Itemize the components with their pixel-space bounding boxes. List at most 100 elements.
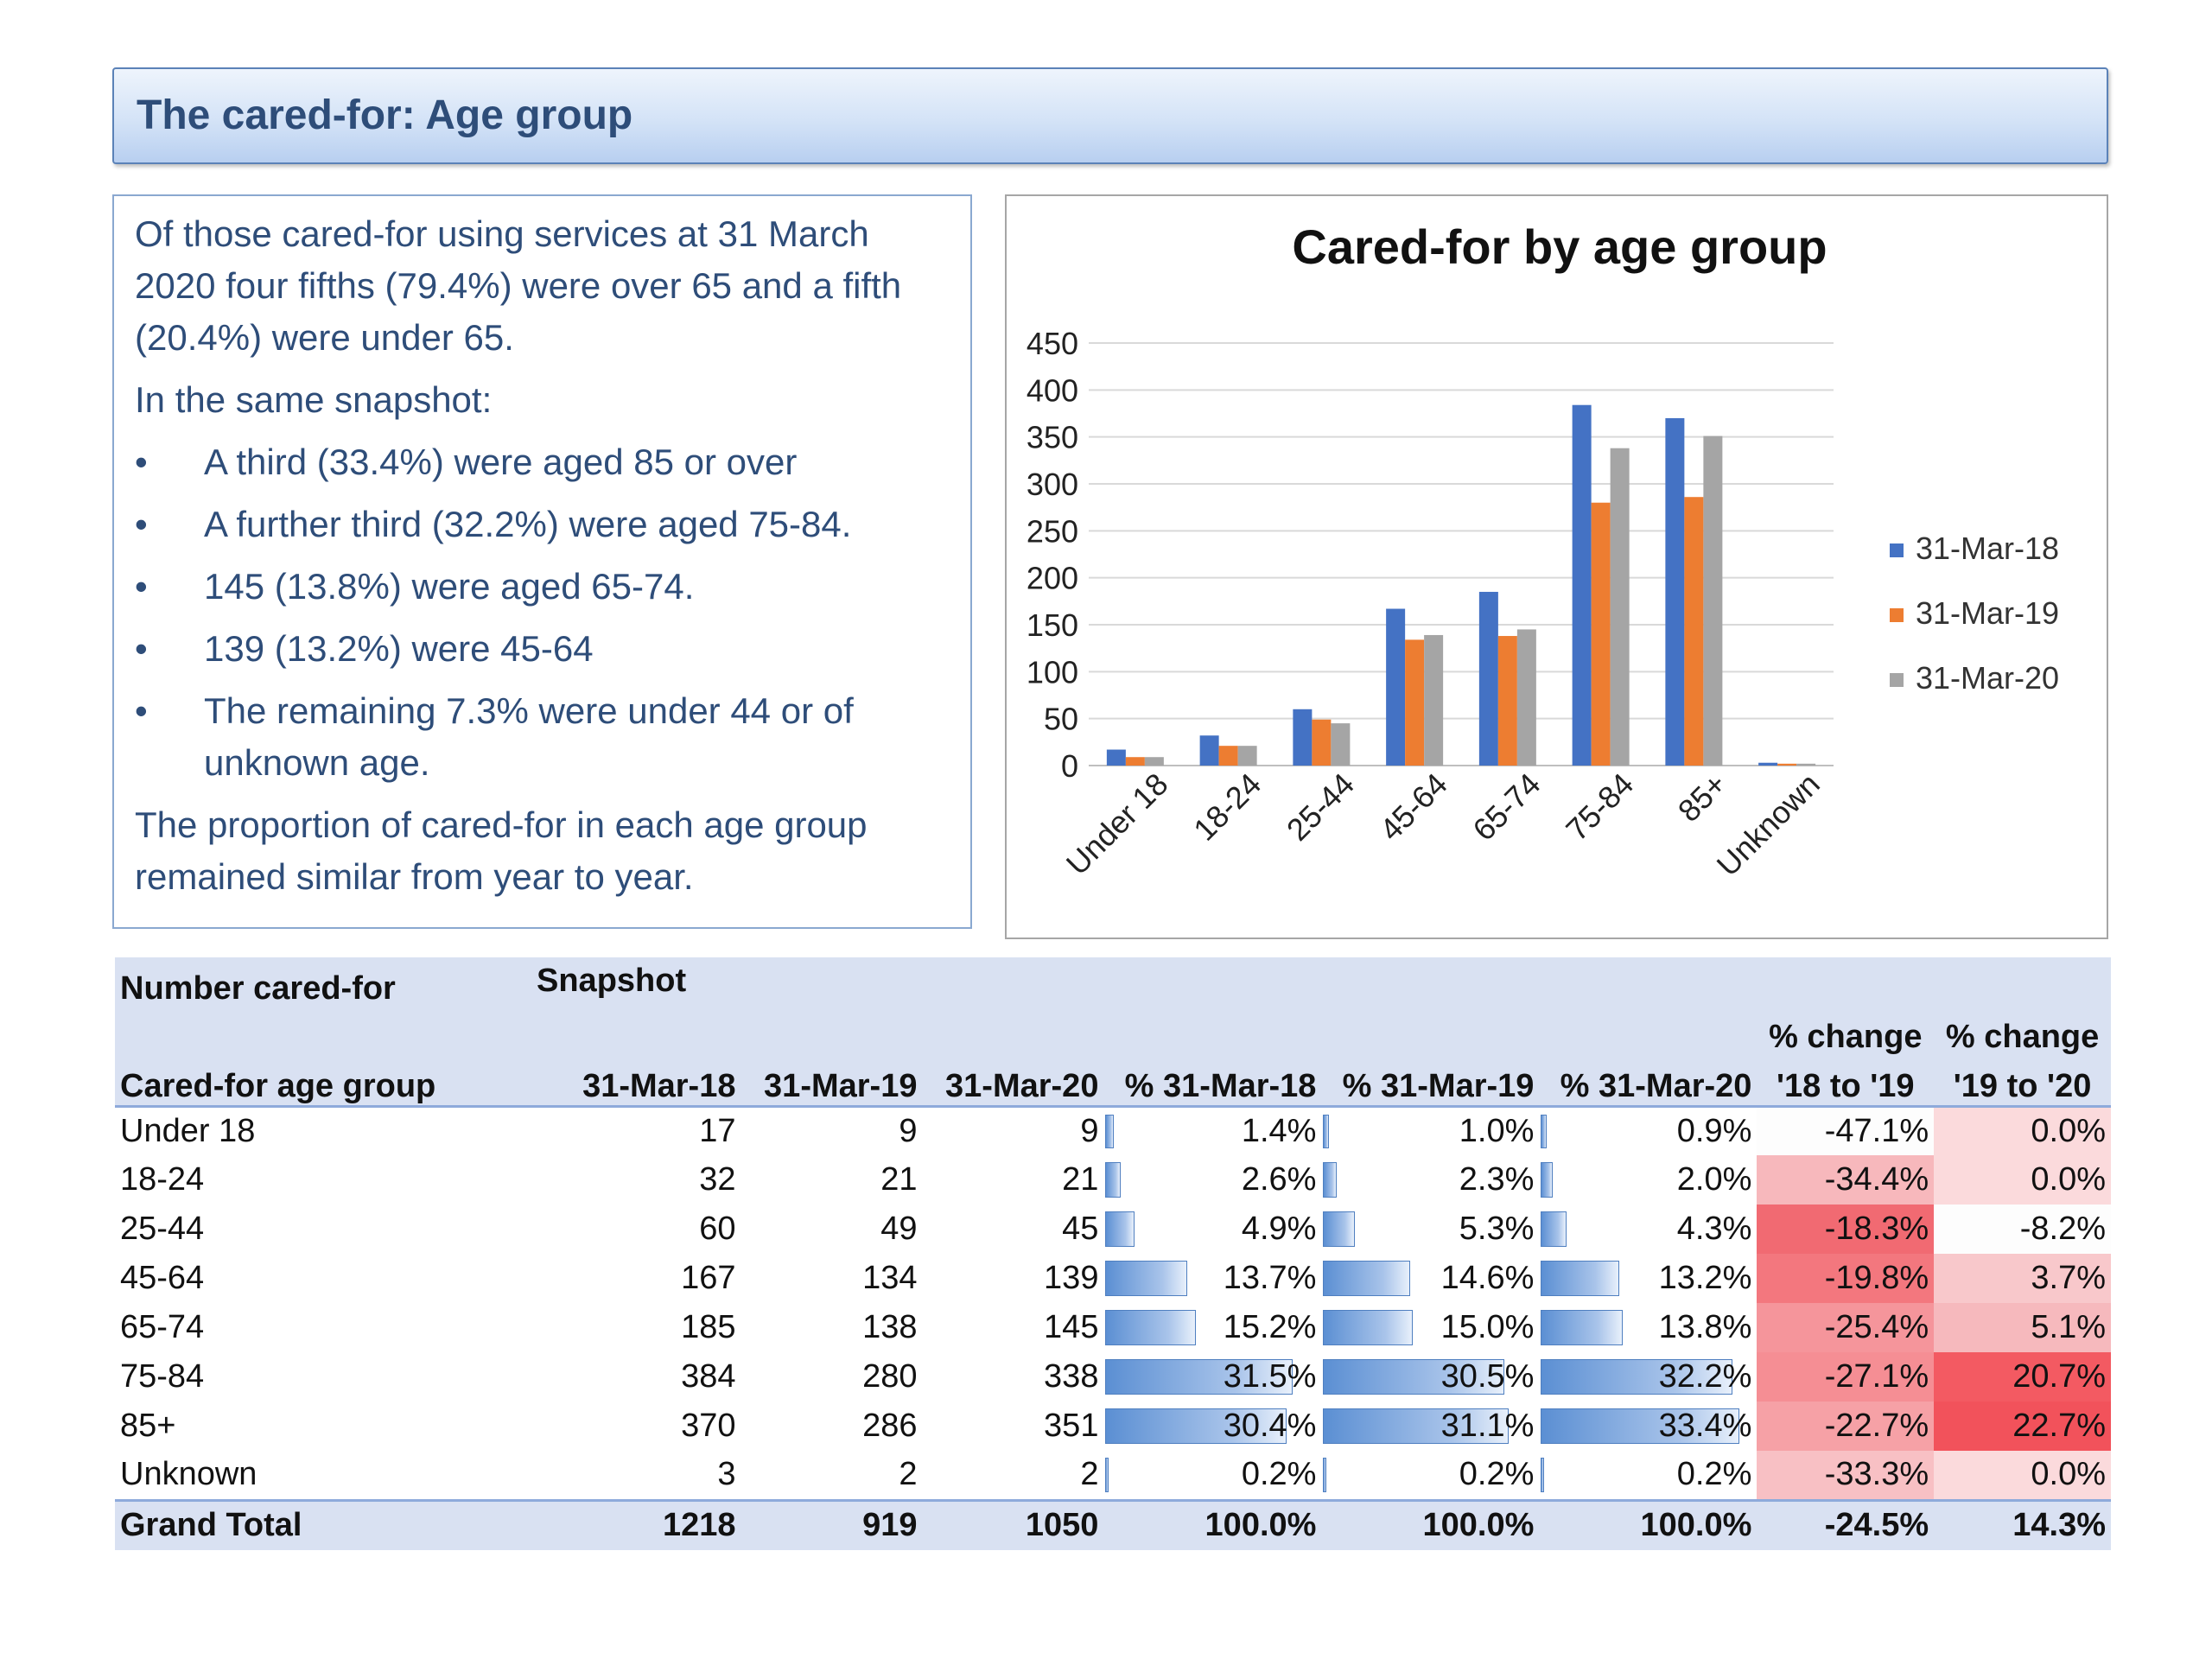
- percent-value: 31.1%: [1440, 1408, 1535, 1444]
- summary-bullet: • 145 (13.8%) were aged 65-74.: [135, 561, 950, 613]
- pct-31-mar-18: 1.4%: [1103, 1106, 1321, 1155]
- change-18-to-19: -27.1%: [1757, 1352, 1935, 1402]
- data-bar: [1323, 1458, 1327, 1492]
- table-header-cell: [1321, 1007, 1539, 1056]
- summary-bullet: • A further third (32.2%) were aged 75-84…: [135, 499, 950, 550]
- y-tick-label: 450: [1027, 326, 1078, 361]
- bar-31-mar-20: [1610, 448, 1630, 766]
- pct-31-mar-18: 15.2%: [1103, 1303, 1321, 1352]
- table-row: 65-74 185 138 145 15.2% 15.0% 13.8% -25.4% 5.1%: [115, 1303, 2111, 1352]
- bar-31-mar-18: [1572, 404, 1592, 766]
- x-tick-label: 75-84: [1559, 766, 1640, 848]
- count-31-mar-19: 49: [880, 1211, 918, 1247]
- data-bar: [1105, 1310, 1197, 1345]
- pct-31-mar-20: 2.0%: [1539, 1155, 1757, 1205]
- count-31-mar-19: 286: [862, 1408, 918, 1444]
- percent-value: 30.4%: [1223, 1408, 1317, 1444]
- bullet-marker: •: [135, 628, 148, 669]
- summary-intro: Of those cared-for using services at 31 …: [135, 213, 902, 358]
- bullet-marker: •: [135, 690, 148, 731]
- y-tick-label: 100: [1027, 654, 1078, 690]
- count-31-mar-19: 2: [899, 1456, 918, 1493]
- table-body: Under 18 17 9 9 1.4% 1.0% 0.9% -47.1% 0.0% 18-24 3…: [115, 1106, 2111, 1550]
- bar-31-mar-20: [1144, 757, 1164, 766]
- data-bar: [1541, 1114, 1547, 1148]
- data-bar: [1541, 1162, 1554, 1198]
- change-18-to-19: -19.8%: [1757, 1254, 1935, 1303]
- data-bar: [1323, 1114, 1330, 1148]
- bar-31-mar-19: [1684, 497, 1704, 766]
- table-header-cell: [922, 957, 1103, 1007]
- percent-value: 0.2%: [1241, 1456, 1317, 1493]
- table-row: 18-24 32 21 21 2.6% 2.3% 2.0% -34.4% 0.0%: [115, 1155, 2111, 1205]
- pct-31-mar-20: 0.9%: [1539, 1106, 1757, 1155]
- data-bar: [1105, 1114, 1115, 1148]
- change-18-to-19: -22.7%: [1757, 1402, 1935, 1451]
- legend-label: 31-Mar-18: [1916, 531, 2059, 566]
- bar-31-mar-19: [1312, 719, 1332, 766]
- data-bar: [1105, 1408, 1287, 1444]
- bar-31-mar-20: [1796, 763, 1816, 766]
- age-group-cell: Under 18: [120, 1112, 256, 1149]
- pct-31-mar-18: 0.2%: [1103, 1451, 1321, 1500]
- table-header-cell: [560, 1007, 741, 1056]
- count-31-mar-19: 280: [862, 1358, 918, 1395]
- data-bar: [1105, 1458, 1109, 1492]
- bar-31-mar-20: [1703, 435, 1723, 766]
- pct-31-mar-18: 31.5%: [1103, 1352, 1321, 1402]
- percent-value: 4.3%: [1676, 1211, 1752, 1247]
- percent-value: 30.5%: [1440, 1358, 1535, 1395]
- percent-value: 1.4%: [1241, 1112, 1317, 1149]
- age-group-table: Number cared-for Snapshot % change % cha…: [115, 957, 2111, 1550]
- summary-bullet-list: • A third (33.4%) were aged 85 or over • A…: [135, 436, 950, 789]
- table-row: 25-44 60 49 45 4.9% 5.3% 4.3% -18.3% -8.2%: [115, 1205, 2111, 1254]
- bar-31-mar-19: [1777, 763, 1797, 766]
- age-group-cell: 45-64: [120, 1260, 205, 1296]
- change-18-to-19: -47.1%: [1757, 1106, 1935, 1155]
- bar-31-mar-19: [1497, 636, 1517, 766]
- bar-31-mar-18: [1386, 608, 1406, 766]
- bar-31-mar-18: [1199, 735, 1219, 766]
- percent-value: 5.3%: [1459, 1211, 1535, 1247]
- pct-31-mar-19: 15.0%: [1321, 1303, 1539, 1352]
- table-header-cell: [1934, 957, 2111, 1007]
- data-bar: [1541, 1408, 1740, 1444]
- summary-bullet-text: 145 (13.8%) were aged 65-74.: [204, 566, 695, 607]
- data-bar: [1105, 1211, 1135, 1247]
- data-bar: [1105, 1162, 1122, 1198]
- summary-bullet: • A third (33.4%) were aged 85 or over: [135, 436, 950, 488]
- y-tick-label: 400: [1027, 372, 1078, 408]
- data-bar: [1541, 1261, 1620, 1296]
- table-header-cell: [741, 957, 922, 1007]
- count-31-mar-19: 134: [862, 1260, 918, 1296]
- table-header-cell: [1321, 957, 1539, 1007]
- pct-31-mar-20: 32.2%: [1539, 1352, 1757, 1402]
- count-31-mar-20: 21: [1062, 1161, 1099, 1198]
- data-bar: [1541, 1211, 1567, 1247]
- percent-value: 15.0%: [1440, 1309, 1535, 1345]
- table-header-cell: [922, 1007, 1103, 1056]
- header-snapshot: Snapshot: [537, 963, 687, 999]
- bar-31-mar-18: [1478, 591, 1498, 766]
- percent-value: 31.5%: [1223, 1358, 1317, 1395]
- pct-31-mar-19: 100.0%: [1422, 1507, 1535, 1544]
- data-bar: [1541, 1359, 1733, 1395]
- y-tick-label: 50: [1044, 702, 1078, 737]
- change-19-to-20: 22.7%: [1934, 1402, 2111, 1451]
- table-header-cell: Number cared-for Snapshot: [115, 957, 686, 1007]
- bar-31-mar-20: [1331, 723, 1351, 766]
- change-19-to-20: -8.2%: [1934, 1205, 2111, 1254]
- table-header-cell: [1757, 957, 1934, 1007]
- table-header-cell: [741, 1007, 922, 1056]
- summary-bullet-text: A third (33.4%) were aged 85 or over: [204, 442, 798, 482]
- data-bar: [1323, 1261, 1410, 1296]
- bar-31-mar-18: [1293, 709, 1313, 766]
- header-31-mar-18: 31-Mar-18: [582, 1067, 736, 1104]
- header-31-mar-20: 31-Mar-20: [945, 1067, 1099, 1104]
- data-bar: [1541, 1310, 1624, 1345]
- pct-31-mar-20: 13.2%: [1539, 1254, 1757, 1303]
- percent-value: 0.9%: [1676, 1112, 1752, 1149]
- pct-31-mar-18: 13.7%: [1103, 1254, 1321, 1303]
- percent-value: 2.6%: [1241, 1161, 1317, 1198]
- bar-31-mar-18: [1665, 417, 1685, 766]
